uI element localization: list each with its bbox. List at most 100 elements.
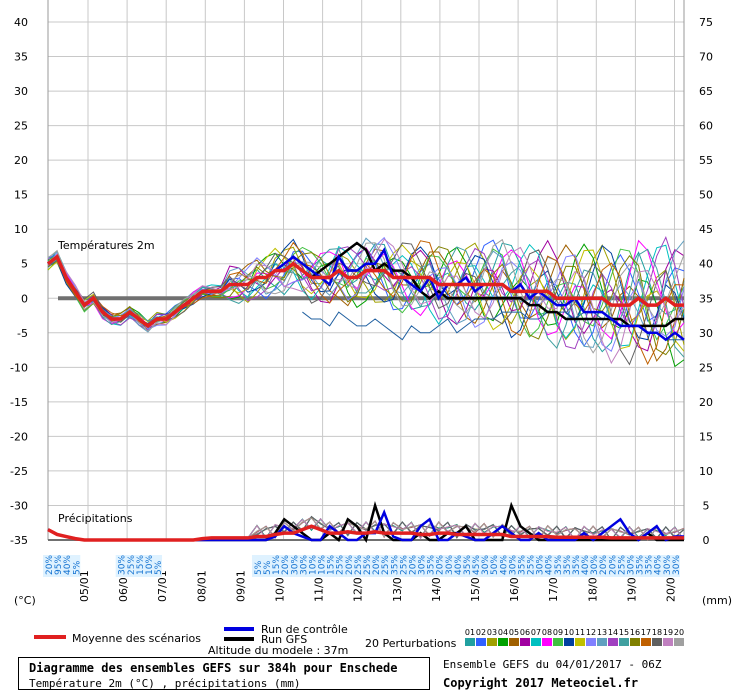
snow-box — [442, 555, 453, 577]
precipitation-section-label: Précipitations — [58, 512, 133, 525]
perturbation-temp-line — [47, 236, 685, 352]
snow-box — [460, 555, 471, 577]
snow-box — [669, 555, 680, 577]
snow-label: 30% — [672, 555, 682, 575]
perturbation-temp-line — [47, 238, 685, 354]
left-tick-label: -5 — [17, 327, 28, 340]
right-tick-label: 75 — [699, 16, 713, 29]
snow-label: 30% — [290, 555, 300, 575]
left-tick-label: 25 — [14, 120, 28, 133]
right-tick-label: 25 — [699, 361, 713, 374]
perturbation-swatch — [509, 638, 519, 646]
left-tick-label: 40 — [14, 16, 28, 29]
perturbation-swatch — [608, 638, 618, 646]
perturbation-swatch — [586, 638, 596, 646]
x-tick-label: 10/01 — [274, 570, 287, 602]
right-tick-label: 10 — [699, 465, 713, 478]
perturbation-number: 14 — [608, 628, 618, 637]
snow-box — [651, 555, 662, 577]
snow-label: 95% — [54, 555, 64, 575]
x-tick-label: 18/01 — [586, 570, 599, 602]
snow-box — [451, 555, 462, 577]
right-tick-label: 30 — [699, 327, 713, 340]
perturbation-number: 03 — [487, 628, 497, 637]
snow-label: 40% — [499, 555, 509, 575]
snow-box — [306, 555, 317, 577]
left-tick-label: -25 — [10, 465, 28, 478]
left-tick-label: -20 — [10, 430, 28, 443]
snow-label: 30% — [481, 555, 491, 575]
perturbation-swatch — [531, 638, 541, 646]
snow-box — [569, 555, 580, 577]
left-tick-label: 0 — [21, 292, 28, 305]
right-tick-label: 0 — [703, 534, 710, 547]
perturbation-swatch — [663, 638, 673, 646]
snow-label: 40% — [63, 555, 73, 575]
snow-box — [515, 555, 526, 577]
snow-label: 25% — [399, 555, 409, 575]
x-tick-label: 11/01 — [313, 570, 326, 602]
snow-label: 35% — [572, 555, 582, 575]
snow-box — [124, 555, 135, 577]
snow-box — [370, 555, 381, 577]
x-tick-label: 06/01 — [117, 570, 130, 602]
snow-box — [433, 555, 444, 577]
snow-label: 20% — [45, 555, 55, 575]
perturbation-swatch — [553, 638, 563, 646]
snow-box — [606, 555, 617, 577]
perturbation-swatch — [597, 638, 607, 646]
snow-labels: 20% 95% 40% 5% 30% 25% 15% 10% 5% 5% 5% 15% 20% 30% 30… — [43, 555, 682, 577]
snow-box — [333, 555, 344, 577]
perturbation-temp-line — [47, 235, 685, 350]
perturbation-number: 19 — [663, 628, 673, 637]
perturbation-number: 01 — [465, 628, 475, 637]
snow-box — [152, 555, 163, 577]
main-series — [46, 241, 685, 544]
snow-label: 30% — [663, 555, 673, 575]
snow-box — [261, 555, 272, 577]
snow-label: 35% — [645, 555, 655, 575]
left-tick-label: -30 — [10, 499, 28, 512]
right-tick-label: 65 — [699, 85, 713, 98]
perturbation-swatches: 01 02 03 04 05 06 07 08 09 10 11 12 13 14 15 16 17 18 19 20 — [465, 628, 684, 646]
left-tick-label: -35 — [10, 534, 28, 547]
right-tick-label: 45 — [699, 223, 713, 236]
perturbation-swatch — [630, 638, 640, 646]
snow-box — [361, 555, 371, 577]
snow-box — [351, 555, 362, 577]
chart-title: Diagramme des ensembles GEFS sur 384h po… — [29, 661, 398, 675]
snow-box — [579, 555, 590, 577]
ensemble-run-label: Ensemble GEFS du 04/01/2017 - 06Z — [443, 658, 662, 671]
perturbation-lines — [47, 235, 685, 541]
snow-box — [470, 555, 481, 577]
snow-box — [479, 555, 490, 577]
legend: 01 02 03 04 05 06 07 08 09 10 11 12 13 14 15 16 17 18 19 20 — [34, 627, 684, 646]
snow-box — [342, 555, 353, 577]
x-tick-label: 17/01 — [547, 570, 560, 602]
perturbation-number: 11 — [575, 628, 585, 637]
title-box: Diagramme des ensembles GEFS sur 384h po… — [18, 657, 430, 690]
perturbation-swatch — [465, 638, 475, 646]
series-temp-line — [46, 254, 684, 329]
snow-label: 20% — [599, 555, 609, 575]
perturbation-number: 06 — [520, 628, 530, 637]
snow-label: 40% — [545, 555, 555, 575]
snow-box — [388, 555, 399, 577]
snow-label: 30% — [508, 555, 518, 575]
snow-label: 5% — [72, 560, 82, 575]
perturbation-swatch — [487, 638, 497, 646]
snow-box — [270, 555, 281, 577]
snow-box — [115, 555, 126, 577]
snow-box — [633, 555, 644, 577]
snow-label: 40% — [581, 555, 591, 575]
perturbation-number: 12 — [586, 628, 596, 637]
snow-label: 30% — [626, 555, 636, 575]
snow-label: 35% — [554, 555, 564, 575]
snow-box — [315, 555, 326, 577]
series-precip-line — [47, 524, 684, 542]
x-tick-label: 08/01 — [195, 570, 208, 602]
snow-label: 5% — [263, 560, 273, 575]
perturbation-swatch — [542, 638, 552, 646]
right-tick-label: 5 — [703, 499, 710, 512]
right-tick-label: 40 — [699, 258, 713, 271]
